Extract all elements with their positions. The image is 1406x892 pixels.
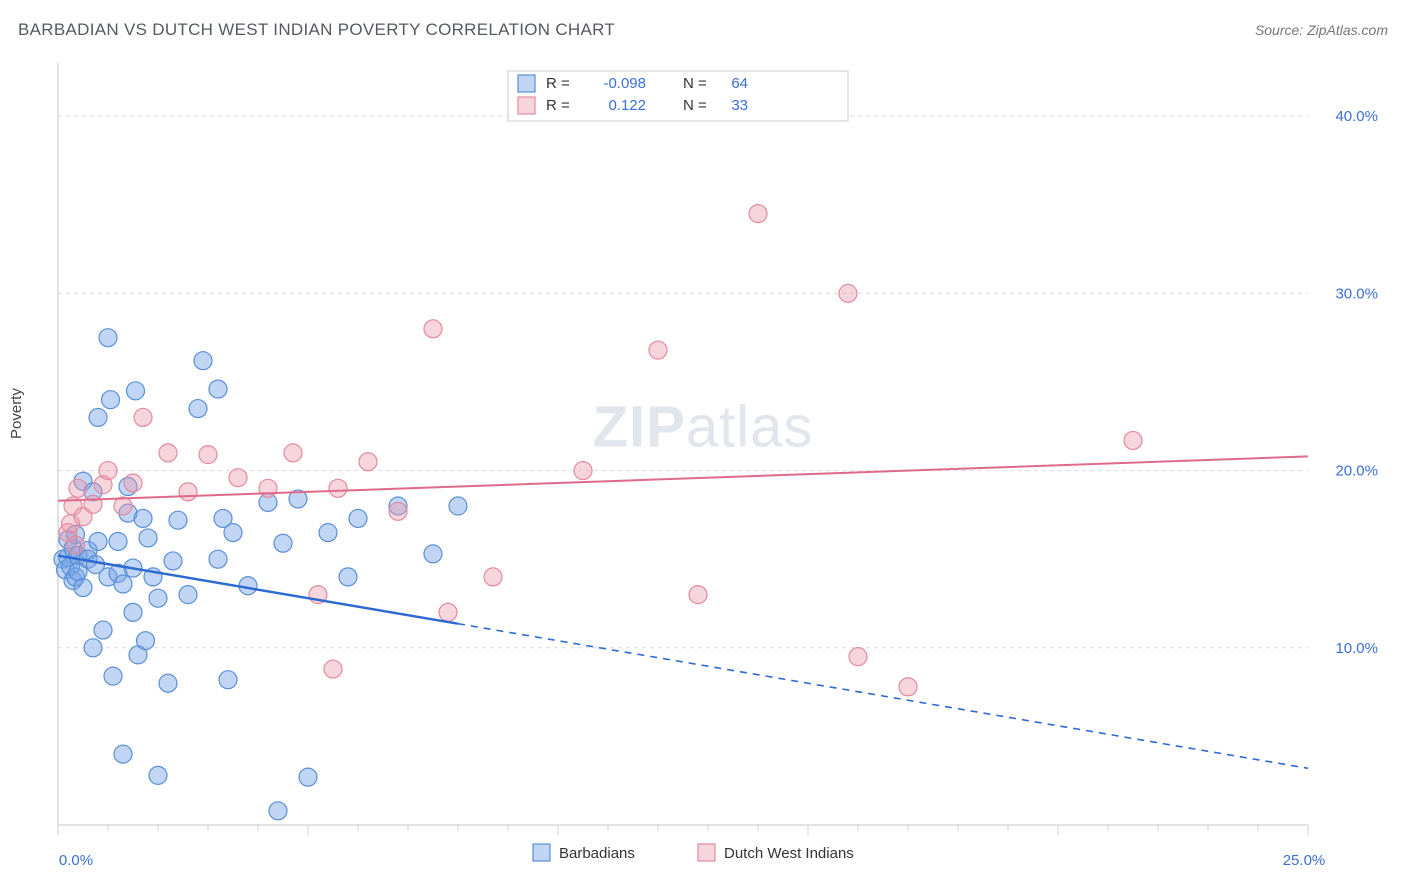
legend-series-label: Dutch West Indians (724, 845, 854, 862)
data-point (299, 768, 317, 786)
legend-swatch (698, 844, 715, 861)
data-point (449, 497, 467, 515)
data-point (134, 408, 152, 426)
data-point (439, 603, 457, 621)
data-point (329, 479, 347, 497)
data-point (209, 550, 227, 568)
trend-line-extrapolated (458, 624, 1308, 769)
data-point (324, 660, 342, 678)
data-point (169, 511, 187, 529)
data-point (114, 575, 132, 593)
y-tick-label: 30.0% (1335, 285, 1378, 302)
data-point (67, 536, 85, 554)
data-point (89, 532, 107, 550)
data-point (649, 341, 667, 359)
data-point (219, 671, 237, 689)
data-point (114, 745, 132, 763)
chart-title: BARBADIAN VS DUTCH WEST INDIAN POVERTY C… (18, 20, 615, 40)
data-point (274, 534, 292, 552)
data-point (484, 568, 502, 586)
legend-stat: -0.098 (603, 75, 646, 92)
data-point (209, 380, 227, 398)
data-point (104, 667, 122, 685)
legend-stat: 64 (731, 75, 748, 92)
x-tick-label: 0.0% (59, 852, 93, 869)
data-point (69, 479, 87, 497)
data-point (389, 502, 407, 520)
y-tick-label: 10.0% (1335, 640, 1378, 657)
data-point (424, 545, 442, 563)
data-point (109, 532, 127, 550)
y-tick-label: 20.0% (1335, 463, 1378, 480)
legend-stat: N = (683, 97, 707, 114)
data-point (74, 579, 92, 597)
data-point (159, 444, 177, 462)
legend-stat: N = (683, 75, 707, 92)
data-point (164, 552, 182, 570)
data-point (194, 352, 212, 370)
legend-stat: 0.122 (608, 97, 646, 114)
data-point (259, 479, 277, 497)
chart-source: Source: ZipAtlas.com (1255, 22, 1388, 38)
data-point (339, 568, 357, 586)
data-point (224, 524, 242, 542)
data-point (269, 802, 287, 820)
data-point (199, 446, 217, 464)
y-axis-label: Poverty (8, 388, 25, 439)
data-point (84, 495, 102, 513)
data-point (137, 632, 155, 650)
data-point (424, 320, 442, 338)
x-tick-label: 25.0% (1283, 852, 1326, 869)
data-point (1124, 431, 1142, 449)
data-point (899, 678, 917, 696)
data-point (127, 382, 145, 400)
data-point (349, 509, 367, 527)
chart-area: Poverty ZIPatlas 10.0%20.0%30.0%40.0%0.0… (18, 55, 1388, 882)
scatter-chart: 10.0% 20.0% 30.0% 40.0% 0.0% 25.0% R = -0.098 N … (18, 55, 1388, 875)
legend-stat: R = (546, 97, 570, 114)
data-point (689, 586, 707, 604)
data-point (149, 766, 167, 784)
data-point (84, 639, 102, 657)
data-point (574, 462, 592, 480)
data-point (179, 483, 197, 501)
legend-stat: 33 (731, 97, 748, 114)
y-tick-label: 40.0% (1335, 108, 1378, 125)
legend-stat: R = (546, 75, 570, 92)
data-point (134, 509, 152, 527)
data-point (359, 453, 377, 471)
data-point (89, 408, 107, 426)
data-point (319, 524, 337, 542)
data-point (139, 529, 157, 547)
data-point (284, 444, 302, 462)
data-point (124, 603, 142, 621)
data-point (179, 586, 197, 604)
data-point (124, 474, 142, 492)
data-point (839, 284, 857, 302)
data-point (149, 589, 167, 607)
legend-series-label: Barbadians (559, 845, 635, 862)
data-point (159, 674, 177, 692)
data-point (749, 205, 767, 223)
data-point (114, 497, 132, 515)
data-point (99, 329, 117, 347)
data-point (229, 469, 247, 487)
data-point (189, 400, 207, 418)
data-point (99, 462, 117, 480)
data-point (102, 391, 120, 409)
data-point (849, 648, 867, 666)
data-point (94, 621, 112, 639)
legend-swatch (533, 844, 550, 861)
